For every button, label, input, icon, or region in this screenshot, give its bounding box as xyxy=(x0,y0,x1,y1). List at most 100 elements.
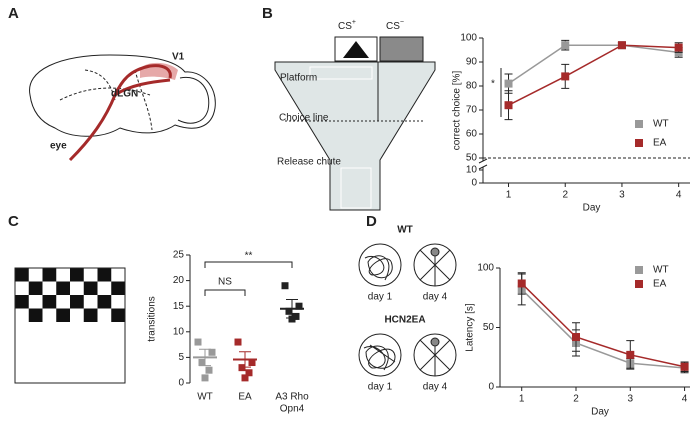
y-tick-label: 100 xyxy=(477,263,494,274)
sup: − xyxy=(400,19,404,26)
annotation: NS xyxy=(218,277,232,288)
point xyxy=(561,41,570,50)
label-cs-plus: CS+ xyxy=(338,19,356,32)
bracket xyxy=(204,261,293,268)
label-cs-minus: CS− xyxy=(386,19,404,32)
checker-square xyxy=(111,308,125,322)
error-bar xyxy=(239,351,251,368)
legend-marker xyxy=(635,139,643,147)
cs: CS xyxy=(338,21,352,32)
arena xyxy=(14,267,126,384)
platform xyxy=(309,66,373,80)
checker-square xyxy=(56,281,70,295)
series-line xyxy=(508,44,679,106)
triangle xyxy=(343,41,369,58)
point xyxy=(680,362,689,371)
x-tick-label: 2 xyxy=(573,394,579,405)
y-tick-label: 0 xyxy=(488,382,494,393)
y-tick-label: 50 xyxy=(483,322,495,333)
y-tick-label: 15 xyxy=(173,301,185,312)
legend-marker xyxy=(635,120,643,128)
point xyxy=(572,333,580,342)
series-line xyxy=(508,44,679,85)
checker-square xyxy=(70,268,84,282)
point xyxy=(288,315,296,323)
cs: CS xyxy=(386,21,400,32)
y-tick-label: 0 xyxy=(178,378,184,389)
panel-label: B xyxy=(262,5,273,22)
label-day: day 1 xyxy=(368,292,393,303)
point xyxy=(198,359,206,367)
x-tick-label: 3 xyxy=(619,190,625,201)
cs-minus-card xyxy=(379,36,424,62)
y-tick-label: 50 xyxy=(466,153,478,164)
y-tick-label: 70 xyxy=(466,105,478,116)
point xyxy=(194,338,202,346)
y-tick-label: 20 xyxy=(173,275,185,286)
point xyxy=(248,359,256,367)
label-v1: V1 xyxy=(172,52,185,63)
label-eye: eye xyxy=(50,141,67,152)
checker-square xyxy=(28,281,43,295)
point xyxy=(234,338,242,346)
checker-square xyxy=(83,308,98,322)
series-line xyxy=(521,282,685,368)
panel-label: C xyxy=(8,213,19,230)
checker-square xyxy=(42,295,57,309)
y-tick-label: 25 xyxy=(173,250,185,261)
sup: + xyxy=(352,19,356,26)
category-label: EA xyxy=(238,392,252,403)
label-release-chute: Release chute xyxy=(277,157,341,168)
checker-square xyxy=(70,295,84,309)
axis-break xyxy=(478,158,488,164)
y-axis-label: correct choice [%] xyxy=(452,71,463,151)
y-tick-label: 0 xyxy=(471,178,477,189)
checker-square xyxy=(97,268,112,282)
checker-square xyxy=(56,308,70,322)
checker-square xyxy=(15,268,29,282)
legend-label: EA xyxy=(653,279,667,290)
point xyxy=(295,302,303,310)
legend-label: EA xyxy=(653,138,667,149)
brain-drawing xyxy=(29,54,216,137)
label-day: day 1 xyxy=(368,382,393,393)
legend-label: WT xyxy=(653,265,669,276)
point xyxy=(504,101,513,110)
y-tick-label: 10 xyxy=(466,165,478,176)
x-tick-label: 4 xyxy=(676,190,682,201)
y-tick-label: 100 xyxy=(460,33,477,44)
error-bar xyxy=(199,348,211,367)
point xyxy=(674,43,683,52)
category-label: A3 Rho xyxy=(275,392,309,403)
point xyxy=(205,366,213,374)
y-tick-label: 80 xyxy=(466,81,478,92)
checker-square xyxy=(15,295,29,309)
point xyxy=(517,279,526,288)
point xyxy=(561,72,570,81)
chute xyxy=(340,167,372,209)
label-platform: Platform xyxy=(280,73,317,84)
swim-paths xyxy=(358,243,457,377)
x-tick-label: 3 xyxy=(628,394,634,405)
x-tick-label: 1 xyxy=(506,190,512,201)
checkerboard xyxy=(15,268,125,322)
point xyxy=(241,374,249,382)
point xyxy=(285,307,293,315)
legend-marker xyxy=(635,266,643,274)
panel-label: D xyxy=(366,213,377,230)
y-tick-label: 5 xyxy=(178,352,184,363)
point xyxy=(617,41,626,50)
maze xyxy=(274,61,436,211)
legend-marker xyxy=(635,280,643,288)
annotation: ** xyxy=(245,251,253,262)
label-wt: WT xyxy=(397,225,413,236)
checker-square xyxy=(42,268,57,282)
point xyxy=(208,348,216,356)
point xyxy=(245,369,253,377)
category-label: WT xyxy=(197,392,213,403)
x-tick-label: 2 xyxy=(562,190,568,201)
checker-square xyxy=(97,295,112,309)
point xyxy=(201,374,209,382)
x-tick-label: 4 xyxy=(682,394,688,405)
